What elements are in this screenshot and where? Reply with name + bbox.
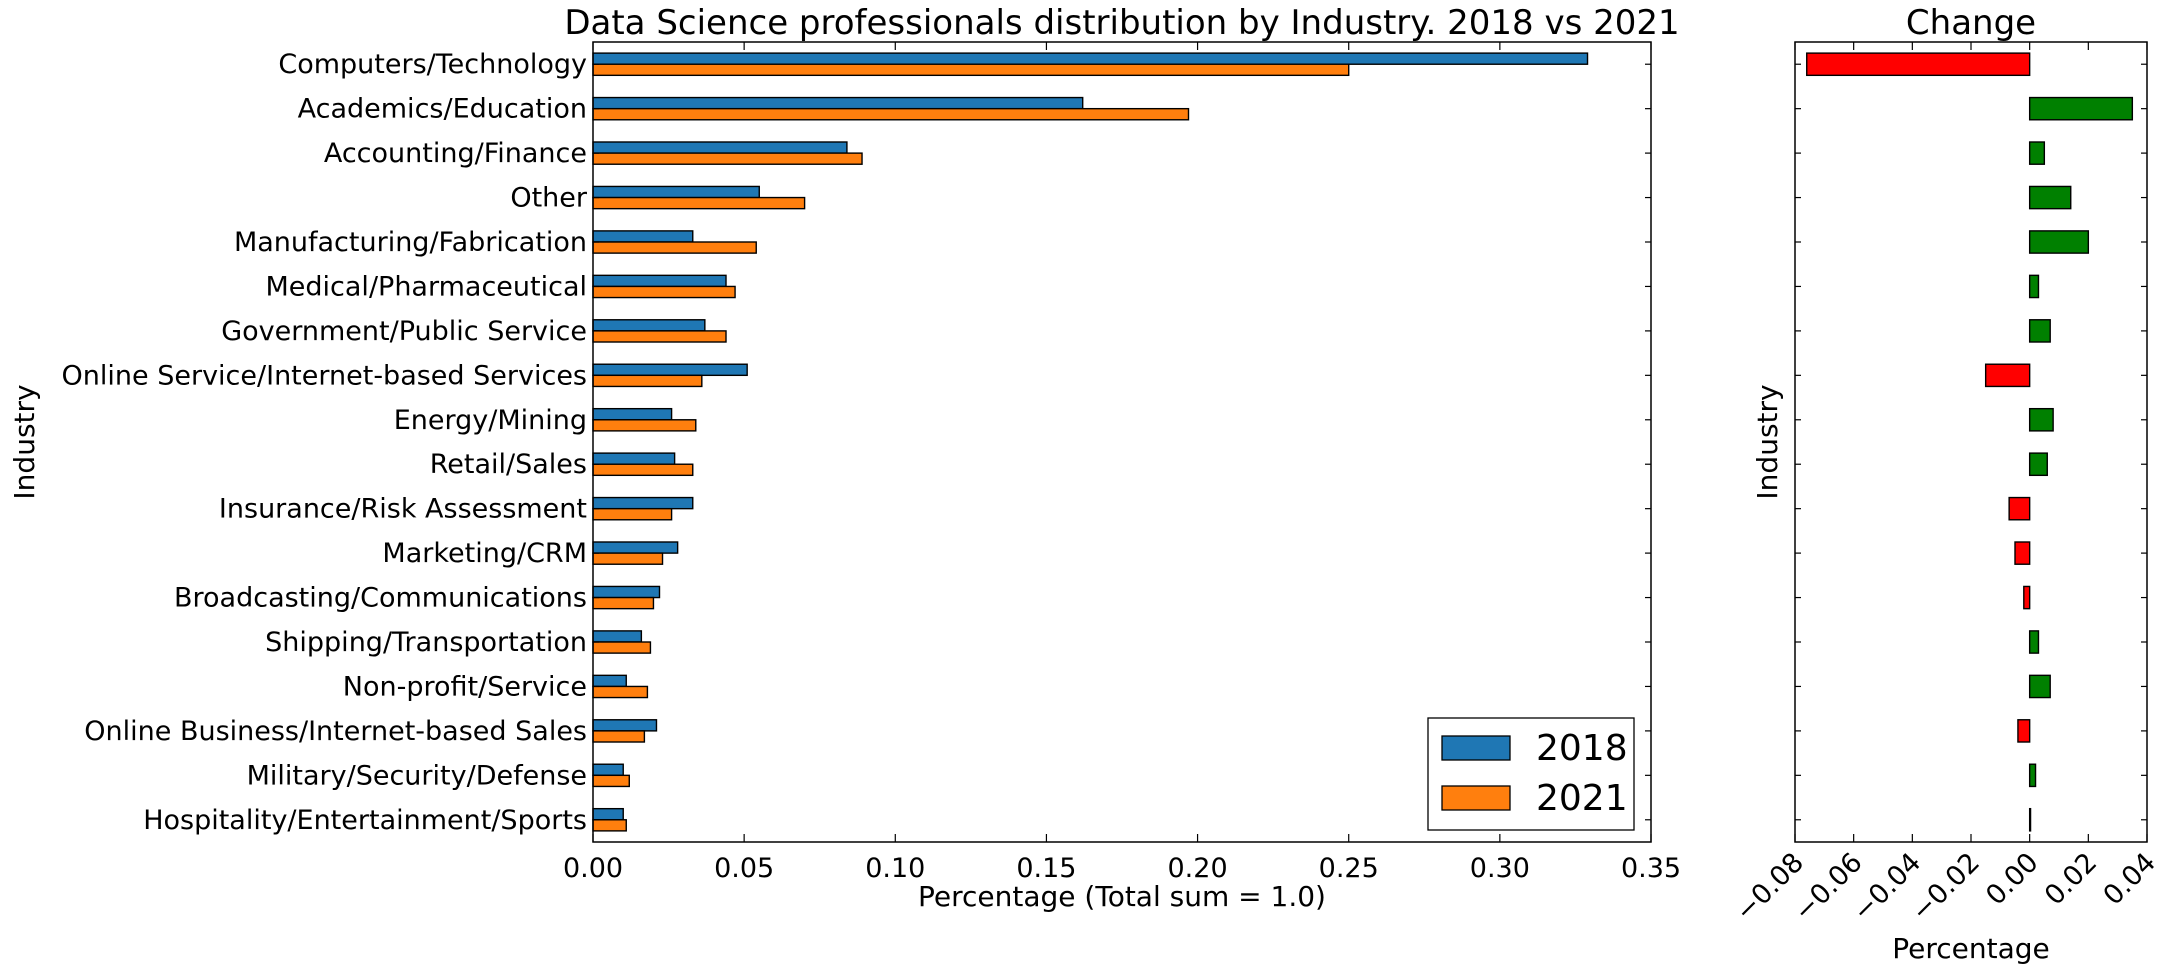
change-chart-title: Change — [1906, 3, 2036, 43]
bar-2021-11 — [592, 507, 673, 521]
main-chart: Computers/Technology Academics/Education A… — [8, 3, 1681, 913]
bar-2021-18 — [592, 819, 627, 832]
bar-2021-12 — [592, 552, 664, 565]
bar-2018-9 — [592, 407, 673, 421]
category-label: Hospitality/Entertainment/Sports — [143, 805, 587, 836]
main-xtick-label: 0.00 — [563, 853, 623, 884]
legend-label: 2021 — [1536, 778, 1628, 819]
change-plot-frame — [1794, 41, 2148, 843]
change-bar-8 — [1984, 363, 2031, 388]
change-bar-11 — [2008, 496, 2031, 521]
change-bar-18 — [2028, 807, 2032, 832]
bar-2018-5 — [592, 230, 694, 243]
bar-2018-7 — [592, 319, 706, 332]
bar-2018-17 — [592, 763, 624, 777]
main-plot-frame — [592, 41, 1652, 843]
change-bar-5 — [2028, 230, 2090, 254]
bar-2021-6 — [592, 285, 736, 299]
change-bar-16 — [2017, 719, 2031, 743]
main-xtick-label: 0.35 — [1621, 853, 1681, 884]
change-bar-15 — [2028, 674, 2051, 699]
bar-2021-13 — [592, 596, 655, 610]
bar-2021-7 — [592, 330, 727, 343]
main-y-axis-label: Industry — [8, 384, 41, 499]
bar-2021-4 — [592, 196, 806, 210]
category-label: Broadcasting/Communications — [174, 583, 587, 614]
category-label: Computers/Technology — [278, 49, 587, 80]
bar-2021-15 — [592, 685, 649, 699]
bar-2018-14 — [592, 630, 643, 643]
category-label: Online Service/Internet-based Services — [62, 360, 587, 391]
bar-2021-10 — [592, 463, 694, 477]
change-bar-17 — [2028, 763, 2037, 788]
change-bar-9 — [2028, 407, 2054, 432]
bar-2018-12 — [592, 541, 679, 554]
category-label: Other — [510, 183, 588, 214]
category-label: Government/Public Service — [221, 316, 587, 347]
change-bar-4 — [2028, 185, 2072, 210]
bar-2021-9 — [592, 419, 697, 432]
category-label: Insurance/Risk Assessment — [219, 494, 587, 525]
bar-2018-8 — [592, 363, 748, 377]
bar-2021-14 — [592, 641, 652, 654]
main-xtick-label: 0.10 — [865, 853, 925, 884]
category-label: Marketing/CRM — [382, 538, 587, 569]
change-bar-2 — [2028, 96, 2134, 121]
bar-2018-3 — [592, 141, 848, 154]
main-xtick-label: 0.30 — [1470, 853, 1530, 884]
bar-2021-2 — [592, 107, 1190, 121]
change-chart: −0.08−0.06−0.04−0.020.000.020.04ChangePe… — [1730, 3, 2162, 965]
main-plot-background — [593, 42, 1651, 842]
change-y-axis-label: Industry — [1751, 384, 1784, 499]
bar-2018-18 — [592, 807, 624, 821]
change-bar-6 — [2028, 274, 2040, 299]
category-label: Online Business/Internet-based Sales — [84, 716, 587, 747]
category-label: Non-profit/Service — [343, 671, 587, 702]
change-bar-13 — [2023, 585, 2031, 610]
category-label: Manufacturing/Fabrication — [234, 227, 587, 258]
bar-2018-4 — [592, 185, 760, 199]
bar-2021-3 — [592, 152, 863, 165]
category-label: Accounting/Finance — [324, 138, 587, 169]
main-xtick-label: 0.20 — [1168, 853, 1228, 884]
category-label: Medical/Pharmaceutical — [266, 271, 588, 302]
main-xtick-label: 0.25 — [1319, 853, 1379, 884]
change-bar-12 — [2014, 541, 2031, 565]
change-bar-7 — [2028, 319, 2051, 343]
bar-2021-16 — [592, 730, 646, 743]
legend-label: 2018 — [1536, 728, 1628, 769]
change-bar-14 — [2028, 630, 2040, 654]
bar-2021-8 — [592, 374, 703, 388]
legend-swatch-2018 — [1441, 735, 1511, 761]
main-xtick-label: 0.05 — [714, 853, 774, 884]
main-chart-title: Data Science professionals distribution … — [564, 3, 1679, 43]
change-x-axis-label: Percentage — [1892, 932, 2050, 965]
category-label: Academics/Education — [298, 94, 587, 125]
category-label: Military/Security/Defense — [247, 760, 587, 791]
bar-2018-1 — [592, 52, 1589, 65]
bar-2018-11 — [592, 496, 694, 510]
change-plot-background — [1795, 42, 2147, 842]
category-label: Shipping/Transportation — [265, 627, 587, 658]
legend: 2018 2021 — [1427, 717, 1635, 831]
bar-2018-6 — [592, 274, 727, 288]
bar-2018-2 — [592, 96, 1084, 110]
bar-2021-17 — [592, 774, 630, 788]
change-bar-3 — [2028, 141, 2046, 165]
main-xtick-label: 0.15 — [1016, 853, 1076, 884]
bar-2018-13 — [592, 585, 661, 599]
bar-2021-5 — [592, 241, 757, 254]
category-label: Retail/Sales — [430, 449, 587, 480]
bar-2021-1 — [592, 63, 1350, 77]
bar-2018-16 — [592, 719, 658, 732]
bar-2018-15 — [592, 674, 627, 688]
change-bar-10 — [2028, 452, 2048, 477]
category-label: Energy/Mining — [394, 405, 587, 436]
legend-swatch-2021 — [1441, 785, 1511, 811]
change-bar-1 — [1806, 52, 2031, 77]
bar-2018-10 — [592, 452, 676, 465]
main-x-axis-label: Percentage (Total sum = 1.0) — [918, 880, 1326, 913]
